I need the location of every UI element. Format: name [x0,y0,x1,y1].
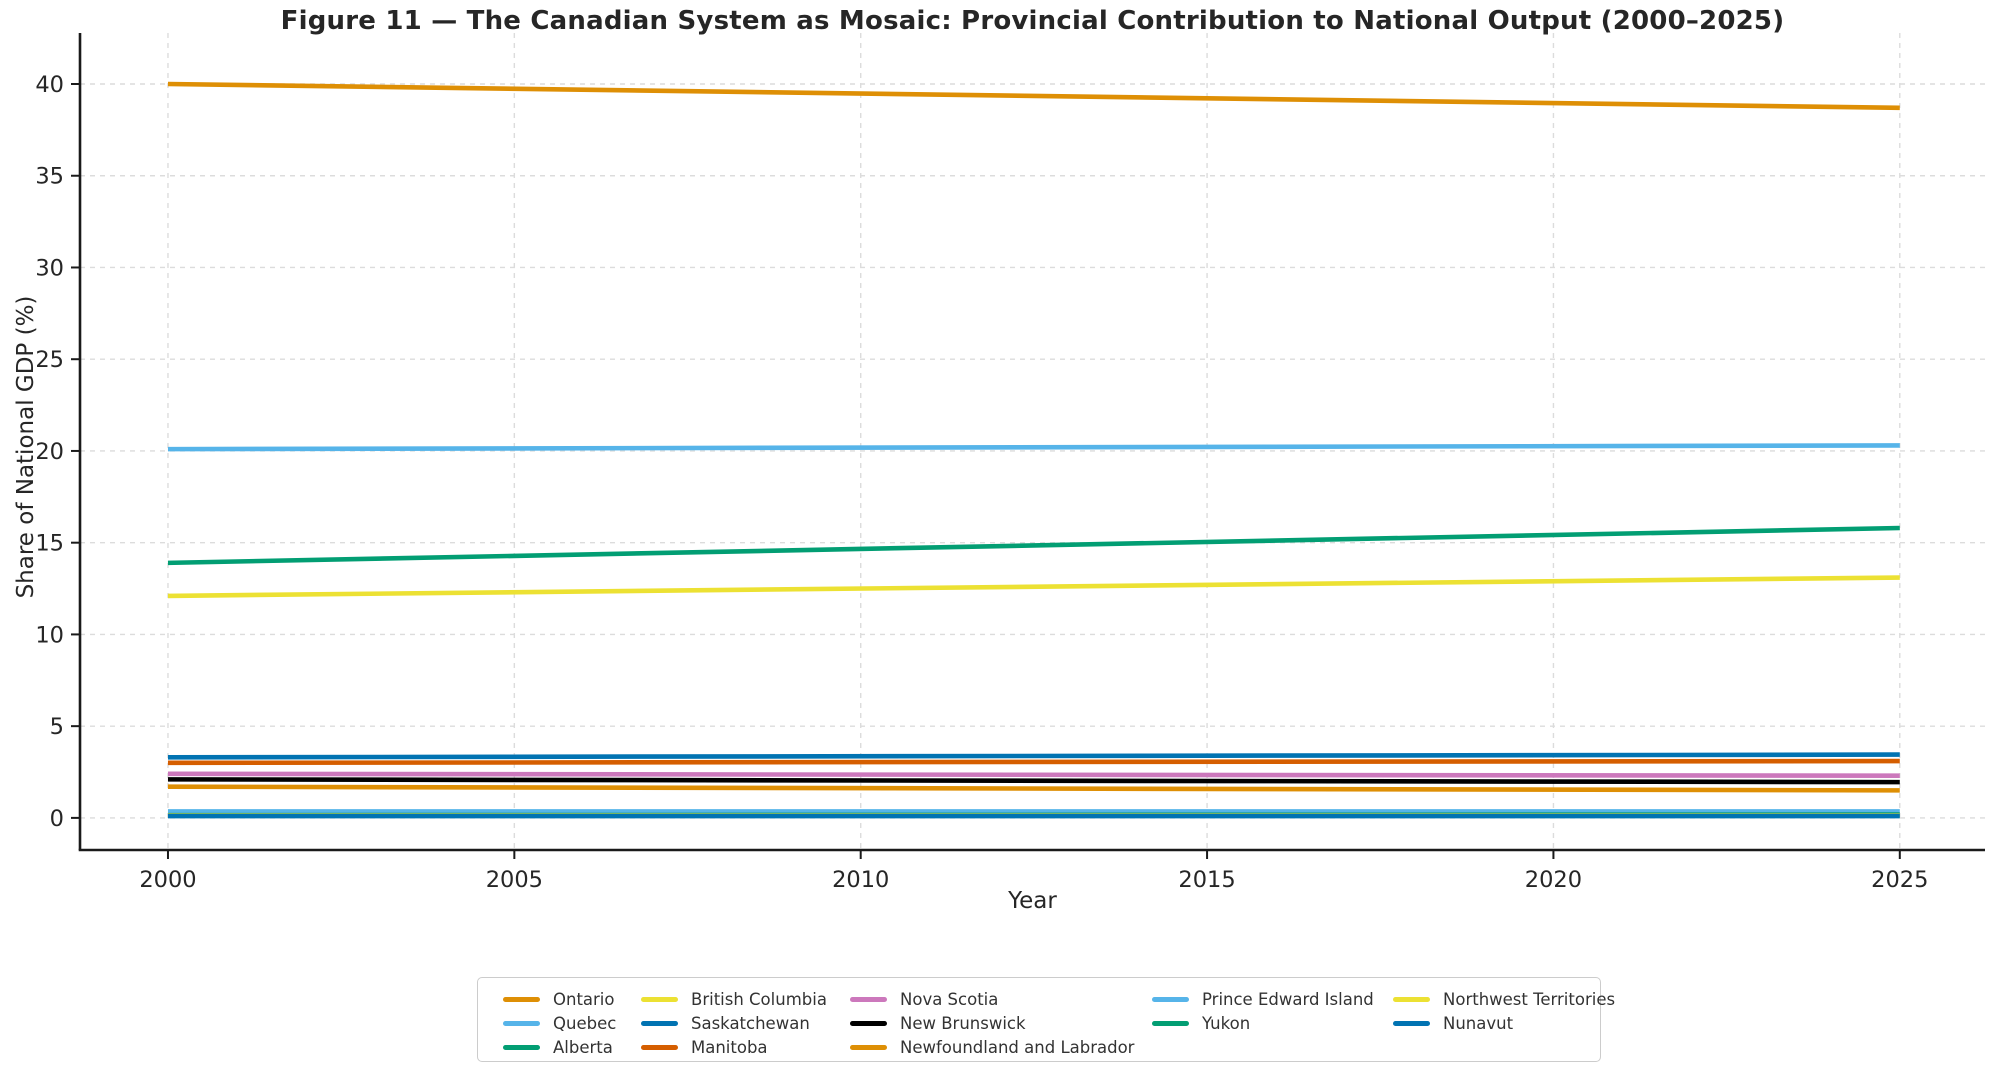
x-axis-label: Year [1008,888,1057,914]
y-tick-label: 0 [50,806,64,832]
legend: Ontario Quebec Alberta British Columbia Sask… [477,977,1615,1062]
series-line [167,752,1900,760]
series-line [167,777,1900,785]
legend-label: Yukon [1202,1013,1251,1033]
legend-label: Northwest Territories [1443,989,1616,1009]
legend-swatch [503,1020,540,1026]
legend-item: Prince Edward Island [1152,987,1374,1011]
legend-swatch [503,996,540,1002]
series-line [167,81,1900,111]
legend-label: Newfoundland and Labrador [900,1037,1135,1057]
legend-swatch [850,1020,887,1026]
legend-item: Ontario [503,987,616,1011]
y-tick-label: 10 [35,622,64,648]
legend-item: Yukon [1152,1011,1374,1035]
legend-column: Prince Edward Island Yukon [1152,987,1374,1035]
y-tick-label: 15 [35,531,64,557]
legend-item: Alberta [503,1035,616,1059]
legend-swatch [641,1020,678,1026]
legend-label: Ontario [553,989,615,1009]
legend-item: New Brunswick [850,1011,1134,1035]
x-tick-label: 2005 [486,867,543,893]
legend-label: British Columbia [691,989,827,1009]
legend-swatch [850,1044,887,1050]
legend-item: Newfoundland and Labrador [850,1035,1134,1059]
legend-label: Quebec [553,1013,617,1033]
legend-item: Saskatchewan [641,1011,827,1035]
legend-item: Nunavut [1393,1011,1615,1035]
legend-item: British Columbia [641,987,827,1011]
x-tick-label: 2015 [1178,867,1235,893]
legend-item: Manitoba [641,1035,827,1059]
legend-swatch [1152,1020,1189,1026]
legend-swatch [1152,996,1189,1002]
x-tick-label: 2000 [139,867,196,893]
legend-swatch [1393,996,1430,1002]
y-tick-label: 30 [35,255,64,281]
x-tick-label: 2010 [832,867,889,893]
legend-label: Alberta [553,1037,613,1057]
y-axis-label: Share of National GDP (%) [13,295,39,599]
legend-label: Nova Scotia [900,989,999,1009]
legend-item: Nova Scotia [850,987,1134,1011]
legend-label: Nunavut [1443,1013,1514,1033]
legend-column: Nova Scotia New Brunswick Newfoundland and… [850,987,1134,1059]
legend-label: Prince Edward Island [1202,989,1374,1009]
legend-label: Manitoba [691,1037,768,1057]
series-line [167,784,1900,793]
x-tick-label: 2025 [1871,867,1928,893]
legend-column: Ontario Quebec Alberta [503,987,616,1059]
y-tick-label: 20 [35,439,64,465]
y-tick-label: 35 [35,164,64,190]
series-line [167,525,1900,566]
legend-label: New Brunswick [900,1013,1026,1033]
legend-item: Quebec [503,1011,616,1035]
y-tick-label: 5 [50,714,64,740]
series-line [167,575,1900,599]
y-tick-label: 25 [35,347,64,373]
y-tick-label: 40 [35,72,64,98]
x-tick-label: 2020 [1525,867,1582,893]
legend-swatch [1393,1020,1430,1026]
legend-column: British Columbia Saskatchewan Manitoba [641,987,827,1059]
legend-item: Northwest Territories [1393,987,1615,1011]
legend-label: Saskatchewan [691,1013,810,1033]
legend-swatch [641,1044,678,1050]
legend-column: Northwest Territories Nunavut [1393,987,1615,1035]
series-line [167,443,1900,452]
chart-title: Figure 11 — The Canadian System as Mosai… [280,6,1785,36]
legend-swatch [641,996,678,1002]
legend-swatch [850,996,887,1002]
series-line [167,758,1900,766]
series-line [167,771,1900,778]
legend-swatch [503,1044,540,1050]
